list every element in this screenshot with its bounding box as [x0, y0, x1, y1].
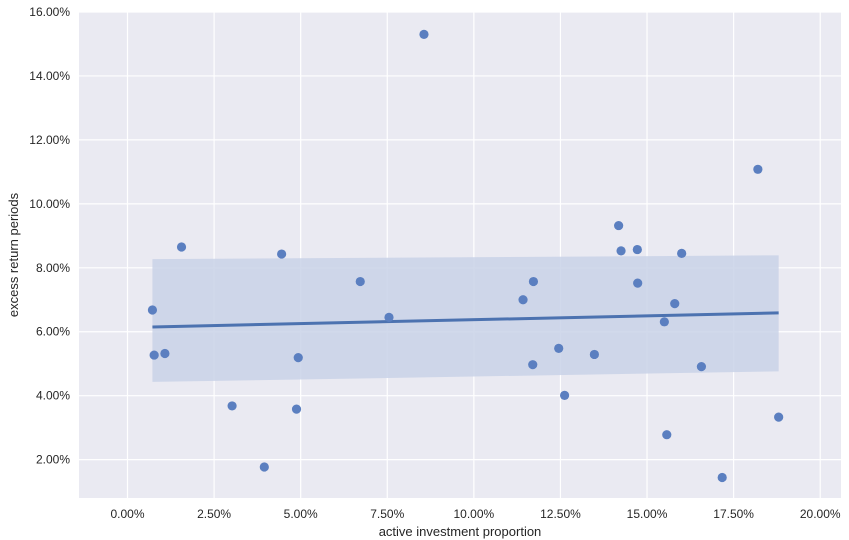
- data-points: [147, 29, 784, 483]
- data-point: [614, 220, 624, 231]
- data-point: [293, 353, 303, 363]
- data-point: [677, 248, 687, 259]
- data-point: [753, 164, 763, 174]
- data-point: [774, 412, 784, 422]
- y-tick-label: 6.00%: [36, 325, 70, 339]
- y-tick-label: 8.00%: [36, 261, 70, 275]
- x-tick-label: 0.00%: [110, 507, 144, 521]
- data-point: [659, 317, 669, 327]
- data-point: [717, 472, 727, 483]
- data-point: [518, 295, 528, 305]
- data-point: [147, 305, 158, 315]
- x-tick-label: 7.50%: [370, 507, 404, 521]
- data-point: [670, 299, 680, 309]
- regression-line: [152, 311, 779, 329]
- x-tick-label: 10.00%: [454, 507, 495, 521]
- data-point: [355, 276, 365, 287]
- x-tick-label: 15.00%: [627, 507, 668, 521]
- data-point: [259, 462, 269, 472]
- y-tick-label: 12.00%: [29, 133, 70, 147]
- data-point: [160, 348, 170, 359]
- x-tick-label: 20.00%: [800, 507, 841, 521]
- data-point: [696, 361, 707, 372]
- y-tick-label: 16.00%: [29, 5, 70, 19]
- data-point: [227, 401, 237, 411]
- data-point: [419, 29, 429, 39]
- y-axis-label: excess return periods: [6, 192, 21, 317]
- data-point: [528, 360, 538, 370]
- data-point: [176, 242, 187, 252]
- y-tick-labels: 2.00% 4.00% 6.00% 8.00% 10.00% 12.00% 14.00% 16…: [29, 5, 70, 467]
- data-point: [291, 404, 302, 414]
- data-point: [632, 244, 642, 255]
- data-point: [633, 278, 643, 288]
- data-point: [560, 390, 570, 400]
- y-tick-label: 10.00%: [29, 197, 70, 211]
- y-tick-label: 2.00%: [36, 453, 70, 467]
- x-axis-label: active investment proportion: [379, 524, 542, 539]
- x-tick-label: 5.00%: [284, 507, 318, 521]
- data-point: [589, 349, 599, 360]
- data-point: [277, 249, 287, 259]
- data-point: [662, 430, 672, 440]
- y-tick-label: 14.00%: [29, 69, 70, 83]
- x-tick-label: 12.50%: [540, 507, 581, 521]
- plot-area: [79, 12, 841, 498]
- data-point: [554, 343, 564, 353]
- x-tick-label: 17.50%: [713, 507, 754, 521]
- data-point: [616, 246, 626, 256]
- data-point: [384, 312, 394, 322]
- x-tick-labels: 0.00% 2.50% 5.00% 7.50% 10.00% 12.50% 15.00% 17…: [110, 507, 840, 521]
- y-tick-label: 4.00%: [36, 389, 70, 403]
- data-point: [149, 350, 159, 360]
- data-point: [528, 276, 539, 287]
- x-tick-label: 2.50%: [197, 507, 231, 521]
